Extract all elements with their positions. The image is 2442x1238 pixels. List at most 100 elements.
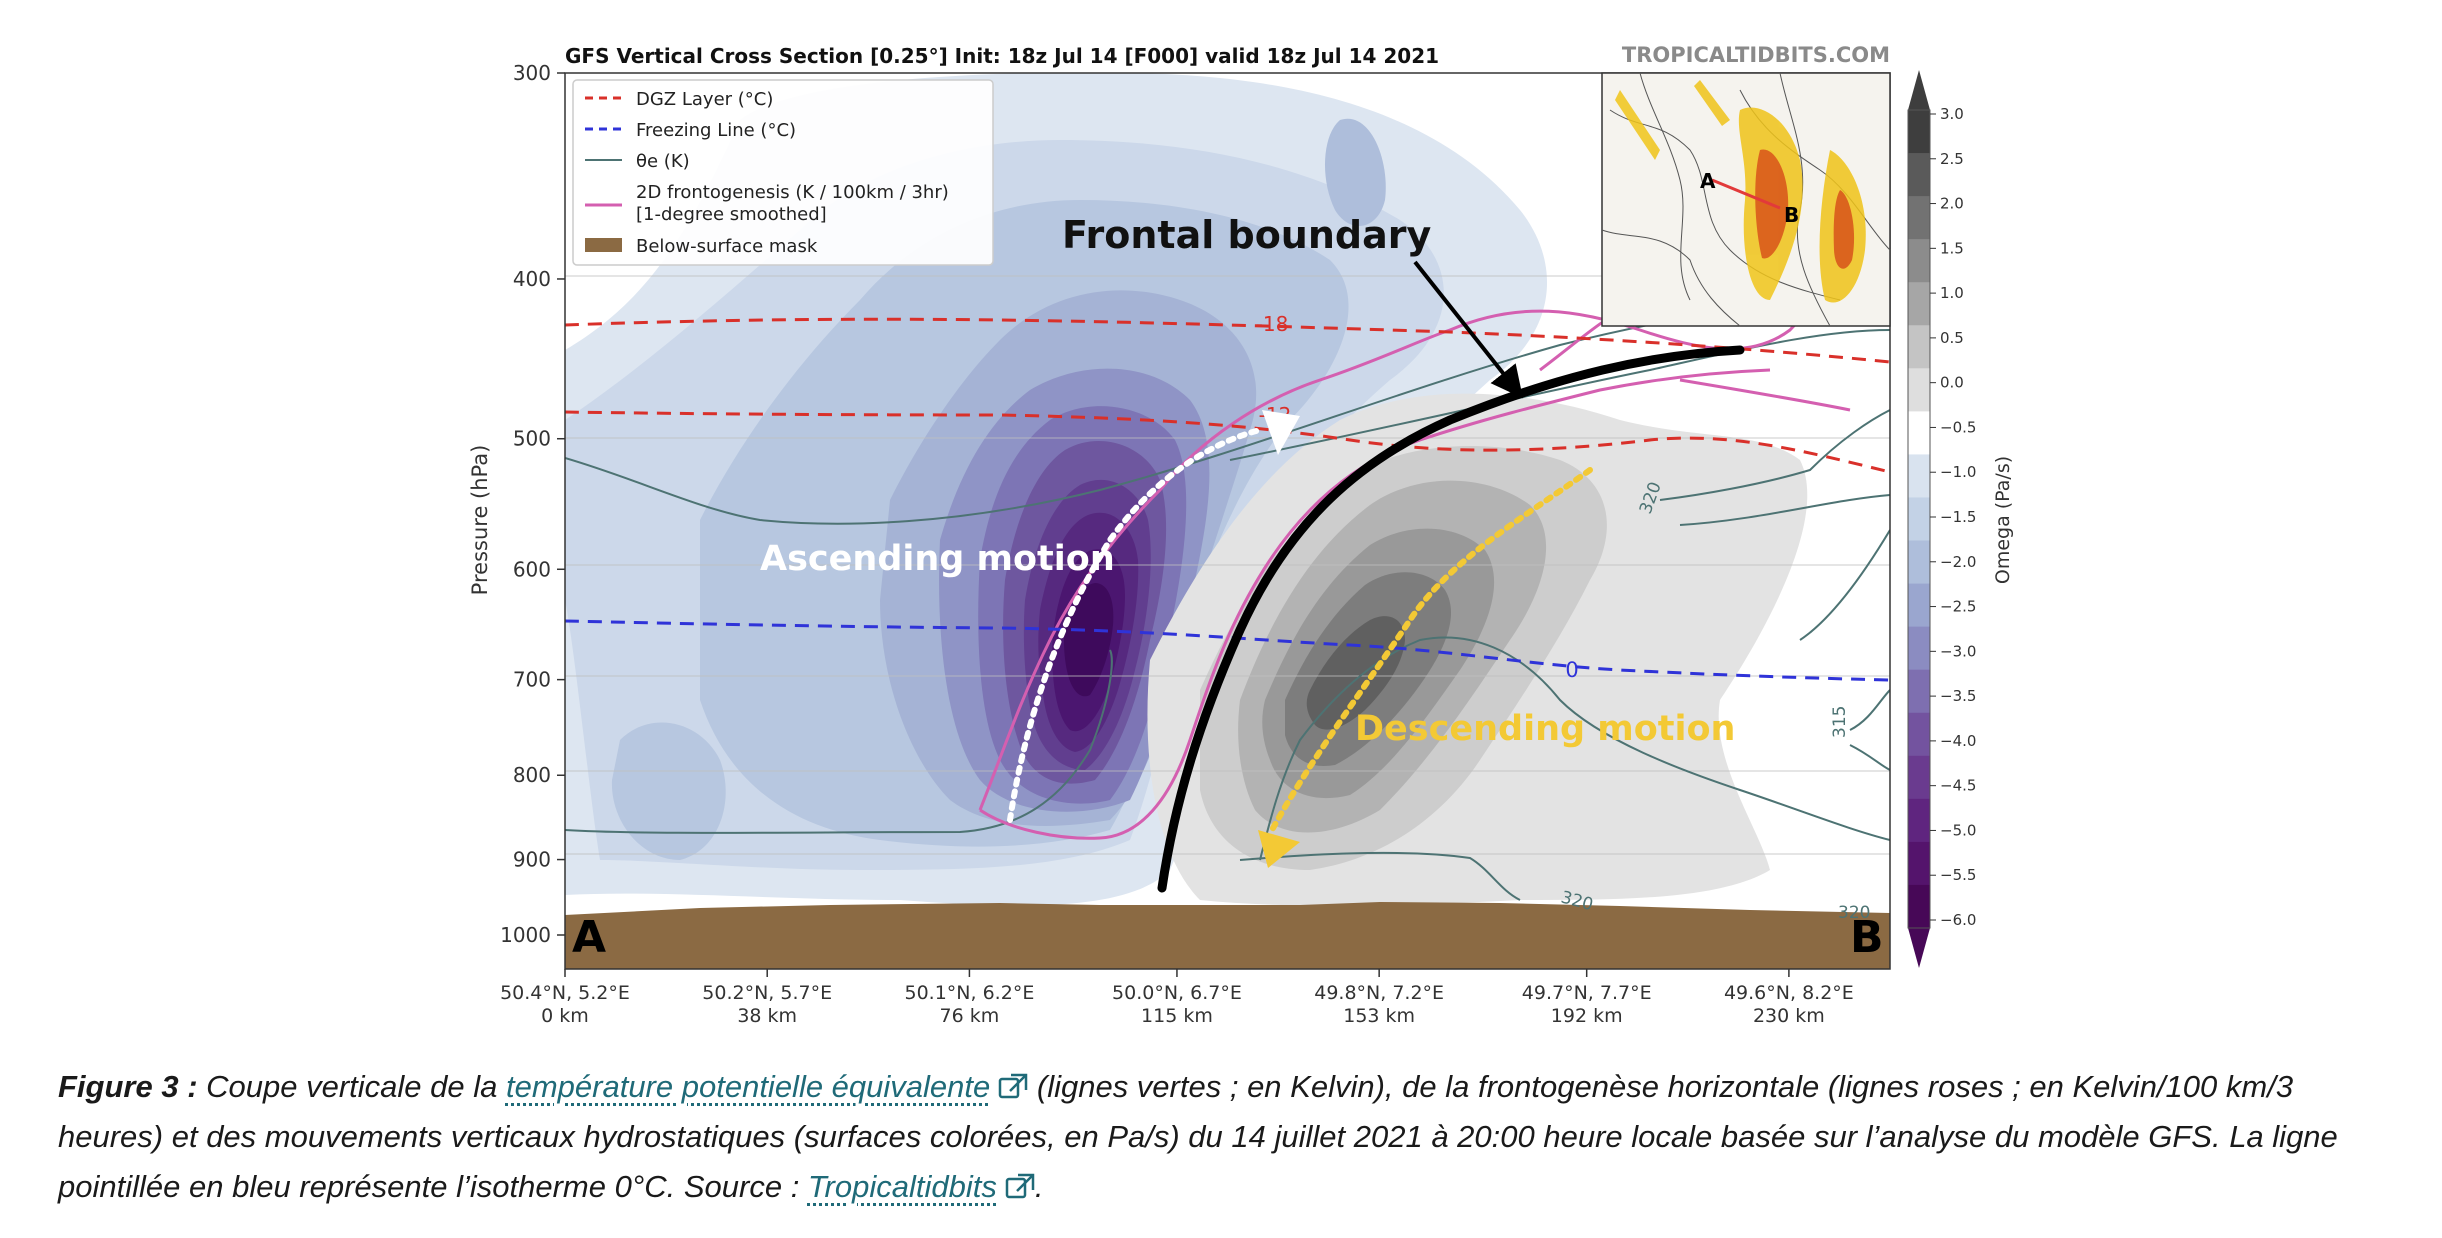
caption-label: Figure 3 : (58, 1069, 198, 1104)
inset-section-line (1711, 178, 1781, 210)
colorbar-tick-label: −1.0 (1940, 463, 1976, 481)
colorbar-segment (1908, 669, 1930, 714)
legend: DGZ Layer (°C) Freezing Line (°C) θe (K)… (572, 79, 994, 266)
frontal-boundary-label: Frontal boundary (1062, 213, 1431, 257)
y-axis: 300 400 500 600 700 800 900 1000 (500, 61, 565, 947)
external-link-icon[interactable] (998, 1073, 1028, 1099)
plot-frame (564, 72, 1891, 970)
legend-entry-frontogenesis: 2D frontogenesis (K / 100km / 3hr) [1-de… (585, 182, 949, 225)
y-tick-label: 800 (513, 763, 551, 787)
colorbar-tick-label: −5.5 (1940, 866, 1976, 884)
legend-label-frontogenesis-line2: [1-degree smoothed] (636, 204, 827, 225)
colorbar-segment (1908, 368, 1930, 412)
x-tick-label-km: 115 km (1141, 1005, 1213, 1027)
x-tick-label-km: 76 km (940, 1005, 1000, 1027)
frontogenesis-line-4 (1679, 378, 1851, 412)
caption-link-theta-e[interactable]: température potentielle équivalente (505, 1069, 991, 1104)
theta-e-line-mid (1229, 329, 1890, 461)
colorbar-segment (1908, 841, 1930, 886)
colorbar-segment (1908, 196, 1930, 240)
ascending-arrowhead (1262, 410, 1300, 455)
colorbar-tick-label: 1.0 (1940, 284, 1964, 302)
caption-text-1: Coupe verticale de la (197, 1069, 506, 1104)
y-tick-label: 700 (513, 668, 551, 692)
legend-label-freezing: Freezing Line (°C) (636, 120, 796, 141)
legend-label-dgz: DGZ Layer (°C) (636, 89, 773, 110)
below-surface-mask (565, 902, 1890, 969)
colorbar-extend-top (1908, 70, 1930, 110)
legend-entry-theta-e: θe (K) (585, 151, 690, 172)
x-tick-label-coords: 50.0°N, 6.7°E (1112, 982, 1242, 1004)
theta-e-line-right-2 (1679, 494, 1890, 526)
colorbar-tick-label: −0.5 (1940, 418, 1976, 436)
theta-e-line-surface (1239, 851, 1521, 901)
x-tick-label-km: 230 km (1753, 1005, 1825, 1027)
colorbar-tick-label: 1.5 (1940, 239, 1964, 257)
y-tick-label: 500 (513, 427, 551, 451)
descending-motion-arrow (1269, 467, 1593, 833)
x-tick-label-coords: 49.6°N, 8.2°E (1724, 982, 1854, 1004)
x-tick-label-km: 192 km (1551, 1005, 1623, 1027)
descending-motion-label: Descending motion (1355, 709, 1735, 749)
colorbar-segment (1908, 153, 1930, 197)
colorbar-segment (1908, 755, 1930, 800)
caption-text-2: (lignes vertes ; en Kelvin), de la front… (58, 1069, 2338, 1204)
legend-label-below-surface: Below-surface mask (636, 236, 818, 257)
colorbar-segment (1908, 884, 1930, 929)
y-axis-label: Pressure (hPa) (468, 445, 492, 596)
inset-point-b: B (1784, 203, 1799, 227)
colorbar-segment (1908, 411, 1930, 455)
colorbar-segment (1908, 325, 1930, 369)
inset-map: A B (1601, 72, 1891, 327)
frontogenesis-line-2 (979, 368, 1771, 840)
legend-entry-below-surface: Below-surface mask (585, 236, 818, 257)
x-tick-label-coords: 50.4°N, 5.2°E (500, 982, 630, 1004)
omega-contour-neg-1p5-west (611, 722, 726, 860)
theta-e-line-front (1259, 636, 1890, 861)
colorbar-segment (1908, 712, 1930, 757)
colorbar-tick-label: −5.0 (1940, 821, 1976, 839)
ascending-motion-label: Ascending motion (760, 539, 1115, 579)
external-link-icon[interactable] (1005, 1173, 1035, 1199)
legend-label-theta-e: θe (K) (636, 151, 690, 172)
caption-text-3: . (1034, 1169, 1044, 1204)
legend-swatch-below-surface (585, 238, 622, 252)
colorbar-segment (1908, 626, 1930, 671)
legend-entry-freezing: Freezing Line (°C) (585, 120, 796, 141)
x-tick-label-km: 153 km (1343, 1005, 1415, 1027)
freezing-line (565, 619, 1890, 682)
legend-box (572, 79, 994, 266)
frontogenesis-line-1 (978, 219, 1822, 811)
colorbar-tick-label: 2.5 (1940, 150, 1964, 168)
theta-e-line-right-1 (1659, 409, 1890, 501)
colorbar-tick-label: −6.0 (1940, 911, 1976, 929)
x-tick-label-km: 38 km (737, 1005, 797, 1027)
figure-caption: Figure 3 : Coupe verticale de la tempéra… (58, 1062, 2388, 1212)
omega-contour-neg-1p0-north (1324, 118, 1386, 227)
theta-e-line-right-4 (1849, 689, 1890, 731)
omega-contour-neg-5p5 (1064, 583, 1114, 697)
y-tick-label: 600 (513, 557, 551, 581)
colorbar-tick-label: 2.0 (1940, 195, 1964, 213)
colorbar-frame (1907, 109, 1931, 929)
omega-contour-pos-3p0 (1306, 616, 1405, 730)
colorbar-tick-label: 0.0 (1940, 374, 1964, 392)
legend-entry-dgz: DGZ Layer (°C) (585, 89, 773, 110)
cross-section-figure: GFS Vertical Cross Section [0.25°] Init:… (468, 43, 2014, 1027)
colorbar-segment (1908, 798, 1930, 843)
colorbar-label: Omega (Pa/s) (1992, 456, 2014, 584)
colorbar-tick-label: −1.5 (1940, 508, 1976, 526)
colorbar-segment (1908, 110, 1930, 154)
x-tick-label-coords: 50.1°N, 6.2°E (905, 982, 1035, 1004)
colorbar-segment (1908, 454, 1930, 498)
y-tick-label: 900 (513, 848, 551, 872)
x-tick-label-km: 0 km (541, 1005, 589, 1027)
colorbar-segment (1908, 540, 1930, 585)
colorbar-extend-bottom (1908, 928, 1930, 968)
dgz-line-minus-18 (565, 317, 1890, 364)
caption-link-source[interactable]: Tropicaltidbits (807, 1169, 997, 1204)
dgz-layer-lines (565, 317, 1890, 474)
x-tick-label-coords: 49.7°N, 7.7°E (1522, 982, 1652, 1004)
point-b-label: B (1850, 912, 1884, 963)
y-tick-label: 300 (513, 61, 551, 85)
